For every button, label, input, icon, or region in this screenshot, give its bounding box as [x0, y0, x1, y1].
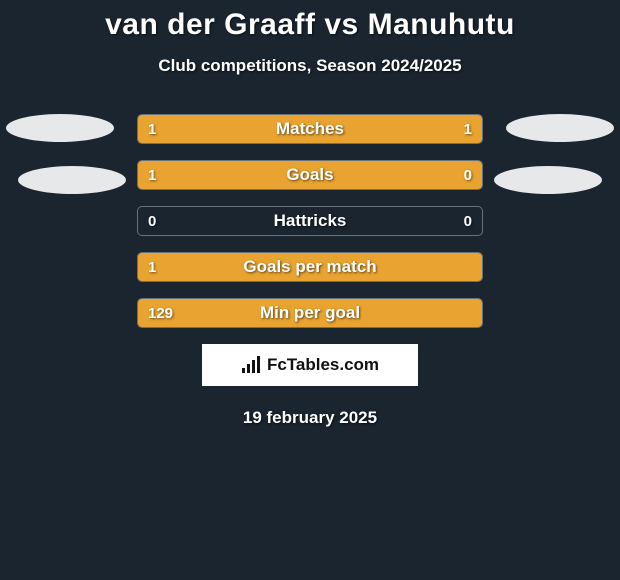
stat-row-matches: 1 Matches 1: [137, 114, 483, 144]
page-title: van der Graaff vs Manuhutu: [0, 8, 620, 42]
bar-fill-right: [310, 115, 482, 143]
stat-label: Hattricks: [138, 207, 482, 235]
stat-right-value: 1: [464, 115, 472, 143]
stat-row-goals-per-match: 1 Goals per match: [137, 252, 483, 282]
stat-row-min-per-goal: 129 Min per goal: [137, 298, 483, 328]
bar-fill-left: [138, 299, 482, 327]
stat-bars: 1 Matches 1 1 Goals 0 0 Hattricks 0: [137, 114, 483, 328]
source-logo-text: FcTables.com: [267, 355, 379, 375]
bar-fill-left: [138, 253, 482, 281]
stat-row-hattricks: 0 Hattricks 0: [137, 206, 483, 236]
stat-left-value: 1: [148, 161, 156, 189]
subtitle: Club competitions, Season 2024/2025: [0, 56, 620, 76]
source-logo: FcTables.com: [241, 355, 379, 375]
stat-left-value: 0: [148, 207, 156, 235]
stat-row-goals: 1 Goals 0: [137, 160, 483, 190]
player-right-oval-2: [494, 166, 602, 194]
player-left-oval-1: [6, 114, 114, 142]
stat-left-value: 129: [148, 299, 173, 327]
bar-fill-left: [138, 161, 399, 189]
stat-left-value: 1: [148, 115, 156, 143]
date-text: 19 february 2025: [0, 408, 620, 428]
comparison-infographic: van der Graaff vs Manuhutu Club competit…: [0, 0, 620, 428]
bar-fill-left: [138, 115, 310, 143]
bars-icon: [241, 356, 263, 374]
stat-right-value: 0: [464, 161, 472, 189]
stat-left-value: 1: [148, 253, 156, 281]
player-right-oval-1: [506, 114, 614, 142]
player-left-oval-2: [18, 166, 126, 194]
source-logo-box: FcTables.com: [202, 344, 418, 386]
stat-right-value: 0: [464, 207, 472, 235]
stats-area: 1 Matches 1 1 Goals 0 0 Hattricks 0: [0, 114, 620, 328]
